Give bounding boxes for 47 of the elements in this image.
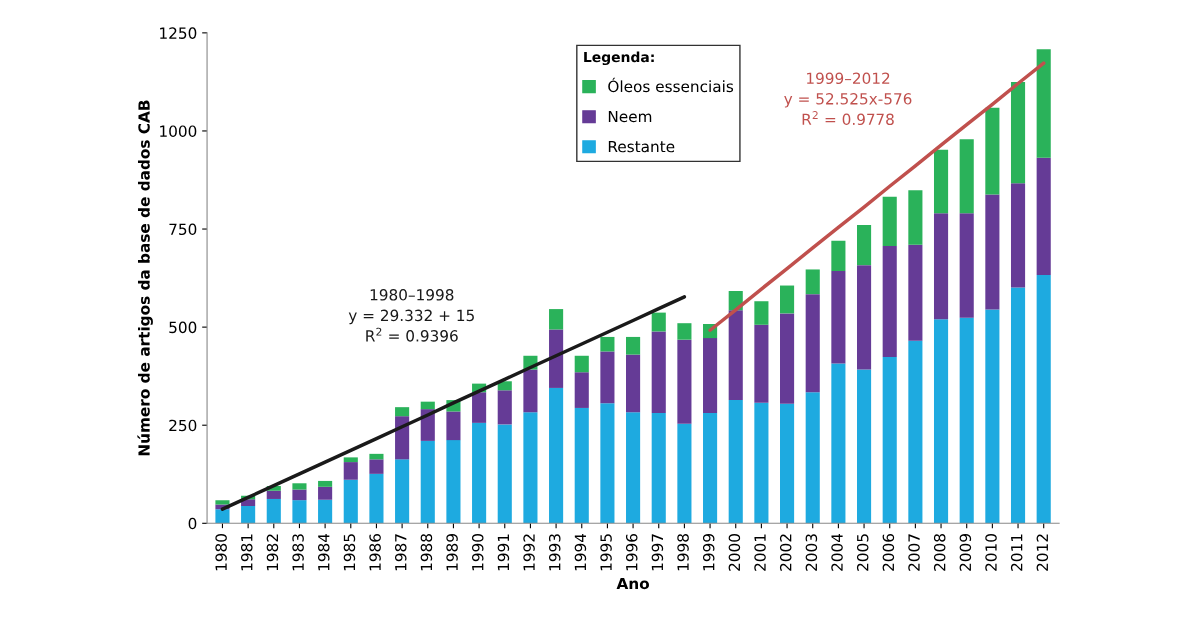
- legend-label: Restante: [608, 140, 675, 153]
- x-tick-label: 1982: [266, 534, 279, 571]
- x-tick-label: 1993: [548, 534, 561, 571]
- x-tick-label: 1991: [497, 534, 510, 571]
- x-tick-label: 1994: [574, 533, 587, 571]
- x-tick-label: 2000: [728, 534, 741, 571]
- x-tick-label: 2005: [856, 534, 869, 571]
- y-tick-label: 250: [169, 419, 197, 432]
- x-axis-title: Ano: [616, 577, 650, 590]
- x-tick-label: 2006: [882, 533, 895, 571]
- y-tick-label: 500: [169, 321, 197, 334]
- x-tick-label: 1995: [600, 534, 612, 571]
- x-tick-label: 1985: [343, 534, 356, 571]
- x-tick-label: 2003: [805, 534, 818, 571]
- x-tick-label: 2009: [959, 534, 972, 571]
- x-tick-label: 1992: [523, 534, 535, 571]
- y-tick-label: 750: [169, 223, 197, 236]
- x-tick-label: 1980: [215, 534, 227, 571]
- x-tick-label: 1990: [471, 534, 484, 571]
- y-tick-label: 1000: [160, 125, 197, 137]
- x-tick-label: 1988: [420, 534, 433, 571]
- x-tick-label: 2008: [933, 534, 946, 571]
- y-axis-title: Número de artigos da base de dados CAB: [137, 100, 153, 456]
- y-tick-label: 1250: [160, 27, 197, 39]
- x-tick-label: 1996: [625, 533, 638, 571]
- annotation: 1999–2012 y = 52.525x-576 R$^{2}$ = 0.9778: [784, 72, 912, 126]
- x-tick-label: 2010: [985, 534, 997, 571]
- x-tick-label: 1997: [651, 534, 664, 571]
- x-tick-label: 1987: [394, 534, 407, 571]
- x-tick-label: 1986: [369, 533, 381, 571]
- annotation: 1980–1998 y = 29.332 + 15 R$^{2}$ = 0.9396: [348, 289, 474, 342]
- x-tick-label: 2002: [779, 534, 792, 571]
- x-tick-label: 1989: [446, 534, 458, 571]
- legend-title: Legenda:: [584, 51, 654, 66]
- x-tick-label: 1983: [292, 534, 304, 571]
- x-tick-label: 2012: [1036, 534, 1049, 571]
- legend-label: Neem: [608, 110, 652, 123]
- x-tick-label: 2004: [831, 533, 843, 571]
- x-tick-label: 1984: [317, 533, 330, 571]
- x-tick-label: 2001: [754, 534, 766, 571]
- x-tick-label: 1999: [702, 534, 715, 571]
- x-tick-label: 1981: [241, 534, 253, 571]
- x-tick-label: 2011: [1010, 534, 1023, 571]
- x-tick-label: 1998: [677, 534, 689, 571]
- y-tick-label: 0: [188, 517, 197, 530]
- x-tick-label: 2007: [908, 534, 920, 571]
- legend-label: Óleos essenciais: [608, 77, 734, 93]
